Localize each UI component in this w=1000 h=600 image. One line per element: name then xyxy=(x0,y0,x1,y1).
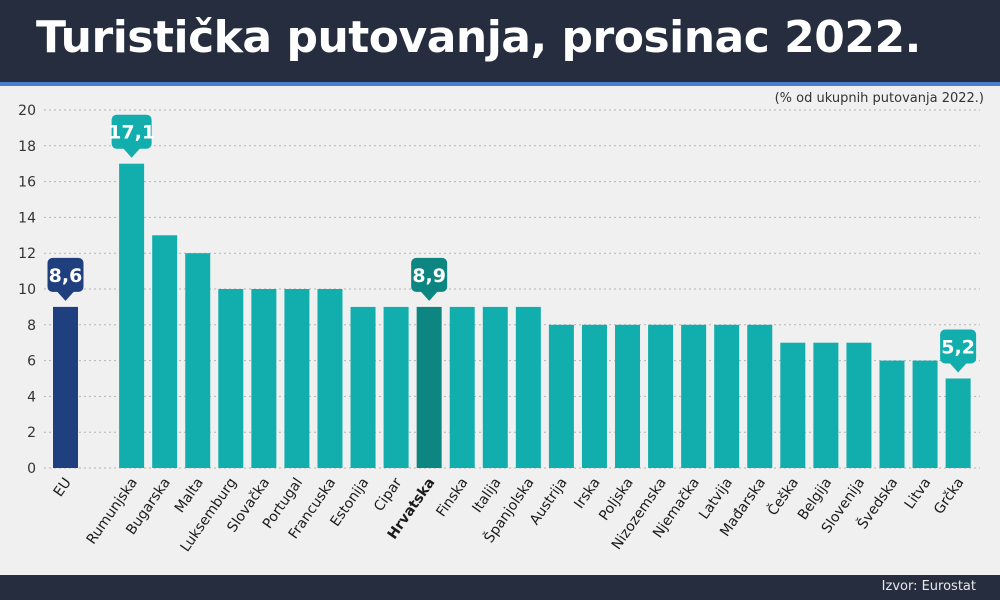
bar-25 xyxy=(912,360,938,468)
callout-pointer xyxy=(420,290,439,301)
bar-18 xyxy=(681,324,707,468)
y-tick-label: 12 xyxy=(18,246,36,262)
callout-pointer xyxy=(56,290,75,301)
callout-box xyxy=(111,114,152,149)
chart-subtitle: (% od ukupnih putovanja 2022.) xyxy=(774,91,984,106)
bar-11 xyxy=(449,306,475,468)
bar-19 xyxy=(714,324,740,468)
y-tick-label: 14 xyxy=(18,210,36,226)
bar-22 xyxy=(813,342,839,468)
bar-26 xyxy=(945,378,971,468)
data-label: 5,2 xyxy=(941,337,975,359)
y-tick-label: 16 xyxy=(18,175,36,191)
callout-pointer xyxy=(949,362,968,373)
callout: 5,2 xyxy=(940,329,977,373)
bar-17 xyxy=(648,324,674,468)
chart-bars xyxy=(53,163,971,468)
x-tick-label: Rumunjska xyxy=(84,475,141,547)
data-label: 8,9 xyxy=(412,265,446,287)
bar-21 xyxy=(780,342,806,468)
bar-4 xyxy=(218,289,244,468)
bar-12 xyxy=(482,306,508,468)
bar-15 xyxy=(581,324,607,468)
y-tick-label: 20 xyxy=(18,103,36,119)
header-accent-line xyxy=(0,82,1000,86)
data-label: 8,6 xyxy=(49,265,83,287)
x-axis-labels: EU RumunjskaBugarskaMaltaLuksemburgSlovač… xyxy=(51,474,968,555)
bar-8 xyxy=(350,306,376,468)
callout: 8,9 xyxy=(411,257,448,301)
bar-0 xyxy=(53,306,78,468)
y-tick-label: 10 xyxy=(18,282,36,298)
data-label: 17,1 xyxy=(108,122,155,144)
x-tick-label: Cipar xyxy=(371,475,405,515)
bar-1 xyxy=(119,163,145,468)
x-tick-label: EU xyxy=(51,475,75,500)
bar-16 xyxy=(615,324,641,468)
bar-24 xyxy=(879,360,905,468)
x-tick-label: Grčka xyxy=(931,475,967,517)
x-tick-label: Finska xyxy=(433,475,471,520)
page-title: Turistička putovanja, prosinac 2022. xyxy=(36,12,921,63)
y-tick-label: 0 xyxy=(27,461,36,477)
bar-6 xyxy=(284,289,310,468)
callout-box xyxy=(47,257,84,292)
callout-box xyxy=(411,257,448,292)
callout-pointer xyxy=(122,147,141,158)
chart-gridlines xyxy=(44,109,980,469)
bar-9 xyxy=(383,306,409,468)
bar-20 xyxy=(747,324,773,468)
bar-7 xyxy=(317,289,343,468)
y-tick-label: 18 xyxy=(18,139,36,155)
x-tick-label: Litva xyxy=(902,475,935,512)
bar-14 xyxy=(548,324,574,468)
bar-3 xyxy=(185,253,211,468)
value-callouts: 8,6 17,1 8,9 5,2 xyxy=(47,114,977,373)
bar-10 xyxy=(416,306,442,468)
y-axis: 0 2 4 6 8 10 12 14 16 18 20 xyxy=(18,103,36,477)
y-tick-label: 6 xyxy=(27,354,36,370)
header-bar xyxy=(0,0,1000,82)
callout: 8,6 xyxy=(47,257,84,301)
bar-2 xyxy=(152,235,178,468)
bar-23 xyxy=(846,342,872,468)
callout: 17,1 xyxy=(108,114,155,158)
y-tick-label: 4 xyxy=(27,389,36,405)
footer-bar: Izvor: Eurostat xyxy=(0,575,1000,600)
bar-13 xyxy=(515,306,541,468)
bar-5 xyxy=(251,289,277,468)
source-label: Izvor: Eurostat xyxy=(881,579,976,594)
x-tick-label: Irska xyxy=(571,475,603,512)
callout-box xyxy=(940,329,977,364)
y-tick-label: 2 xyxy=(27,425,36,441)
y-tick-label: 8 xyxy=(27,318,36,334)
